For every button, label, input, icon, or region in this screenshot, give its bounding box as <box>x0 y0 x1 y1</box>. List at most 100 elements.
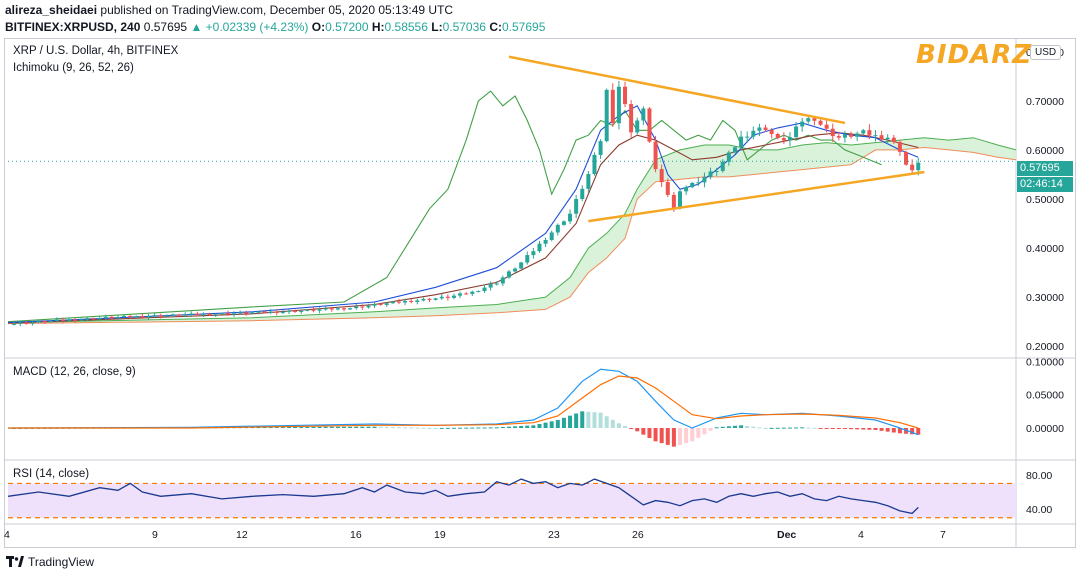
macd-histogram-bar <box>494 427 499 429</box>
macd-histogram-bar <box>348 426 353 428</box>
candle-body <box>103 316 108 319</box>
candle-body <box>763 127 768 130</box>
candle-body <box>531 251 536 256</box>
candle-body <box>519 262 524 269</box>
candle-body <box>616 86 621 124</box>
candle-body <box>207 313 212 316</box>
candle-body <box>262 311 267 313</box>
candle-body <box>73 319 78 321</box>
candle-body <box>702 176 707 183</box>
candle-body <box>67 319 72 321</box>
macd-histogram-bar <box>372 426 377 428</box>
macd-histogram-bar <box>458 427 463 429</box>
macd-tick-label: 0.00000 <box>1026 423 1064 435</box>
candle-body <box>726 152 731 162</box>
candle-body <box>177 314 182 316</box>
candle-body <box>458 293 463 296</box>
low-label: L: <box>431 20 443 34</box>
price-tick-label: 0.20000 <box>1026 341 1064 353</box>
candle-body <box>586 174 591 189</box>
candle-body <box>641 108 646 121</box>
rsi-line <box>7 478 919 515</box>
candle-body <box>842 134 847 138</box>
candle-body <box>561 221 566 225</box>
candle-body <box>54 319 59 321</box>
candle-body <box>183 314 188 316</box>
macd-histogram-bar <box>329 426 334 428</box>
macd-histogram-bar <box>806 427 811 429</box>
ichimoku-legend[interactable]: Ichimoku (9, 26, 52, 26) <box>13 62 134 74</box>
candle-body <box>714 170 719 172</box>
published-text: published on TradingView.com, December 0… <box>100 3 454 17</box>
candle-body <box>739 136 744 148</box>
candle-body <box>109 316 114 319</box>
footer-brand[interactable]: TradingView <box>28 555 95 569</box>
candle-body <box>238 312 243 314</box>
candle-body <box>427 298 432 300</box>
candle-body <box>671 194 676 209</box>
macd-histogram-bar <box>897 428 902 434</box>
rsi-legend[interactable]: RSI (14, close) <box>13 468 90 480</box>
open-label: O: <box>311 20 326 34</box>
candle-body <box>794 126 799 138</box>
chart-frame <box>4 38 1076 548</box>
macd-histogram-bar <box>549 421 554 428</box>
time-tick-label: 12 <box>236 529 248 541</box>
candle-body <box>219 313 224 315</box>
candle-body <box>390 301 395 304</box>
rsi-tick-label: 40.00 <box>1026 504 1052 516</box>
candle-body <box>299 310 304 312</box>
lagging-span-line <box>7 90 882 323</box>
macd-histogram-bar <box>714 427 719 429</box>
macd-legend[interactable]: MACD (12, 26, close, 9) <box>13 366 136 378</box>
low-value: 0.57036 <box>442 20 486 34</box>
macd-histogram-bar <box>702 428 707 435</box>
macd-histogram-bar <box>916 428 921 435</box>
chart-header: alireza_sheidaei published on TradingVie… <box>5 2 545 36</box>
ichimoku-cloud <box>8 137 1016 324</box>
macd-histogram-bar <box>439 427 444 429</box>
candle-body <box>464 293 469 295</box>
candle-body <box>18 322 23 324</box>
symbol-label[interactable]: BITFINEX:XRPUSD, 240 <box>5 20 141 34</box>
publish-line: alireza_sheidaei published on TradingVie… <box>5 2 545 19</box>
tradingview-logo-icon[interactable] <box>6 556 24 568</box>
candle-body <box>800 121 805 127</box>
candle-body <box>250 312 255 314</box>
triangle-lower-trendline <box>588 170 925 223</box>
candle-body <box>451 295 456 298</box>
candle-body <box>751 130 756 137</box>
candle-body <box>476 291 481 293</box>
macd-histogram-bar <box>403 427 408 429</box>
macd-histogram-bar <box>311 426 316 428</box>
candle-body <box>500 277 505 284</box>
macd-histogram-bar <box>653 428 658 442</box>
candle-body <box>598 141 603 155</box>
macd-histogram-bar <box>842 428 847 429</box>
macd-histogram-bar <box>561 417 566 428</box>
time-tick-label: 19 <box>434 529 446 541</box>
close-label: C: <box>489 20 502 34</box>
candle-body <box>421 298 426 301</box>
candle-body <box>787 137 792 141</box>
macd-histogram-bar <box>427 427 432 429</box>
publisher-name[interactable]: alireza_sheidaei <box>5 3 98 17</box>
candle-body <box>830 128 835 137</box>
macd-histogram-bar <box>849 428 854 430</box>
candle-body <box>659 169 664 183</box>
currency-button[interactable]: USD <box>1030 45 1062 60</box>
time-tick-label: 4 <box>858 529 864 541</box>
candle-body <box>189 313 194 315</box>
macd-histogram-bar <box>421 427 426 429</box>
macd-histogram-bar <box>696 428 701 438</box>
macd-histogram-bar <box>732 425 737 428</box>
macd-histogram-bar <box>384 426 389 428</box>
macd-histogram-bar <box>299 426 304 428</box>
candle-body <box>354 306 359 309</box>
macd-histogram-bar <box>305 426 310 428</box>
candle-body <box>329 308 334 310</box>
bar-countdown-tag: 02:46:14 <box>1017 177 1073 192</box>
macd-histogram-bar <box>396 427 401 429</box>
candle-body <box>470 291 475 294</box>
